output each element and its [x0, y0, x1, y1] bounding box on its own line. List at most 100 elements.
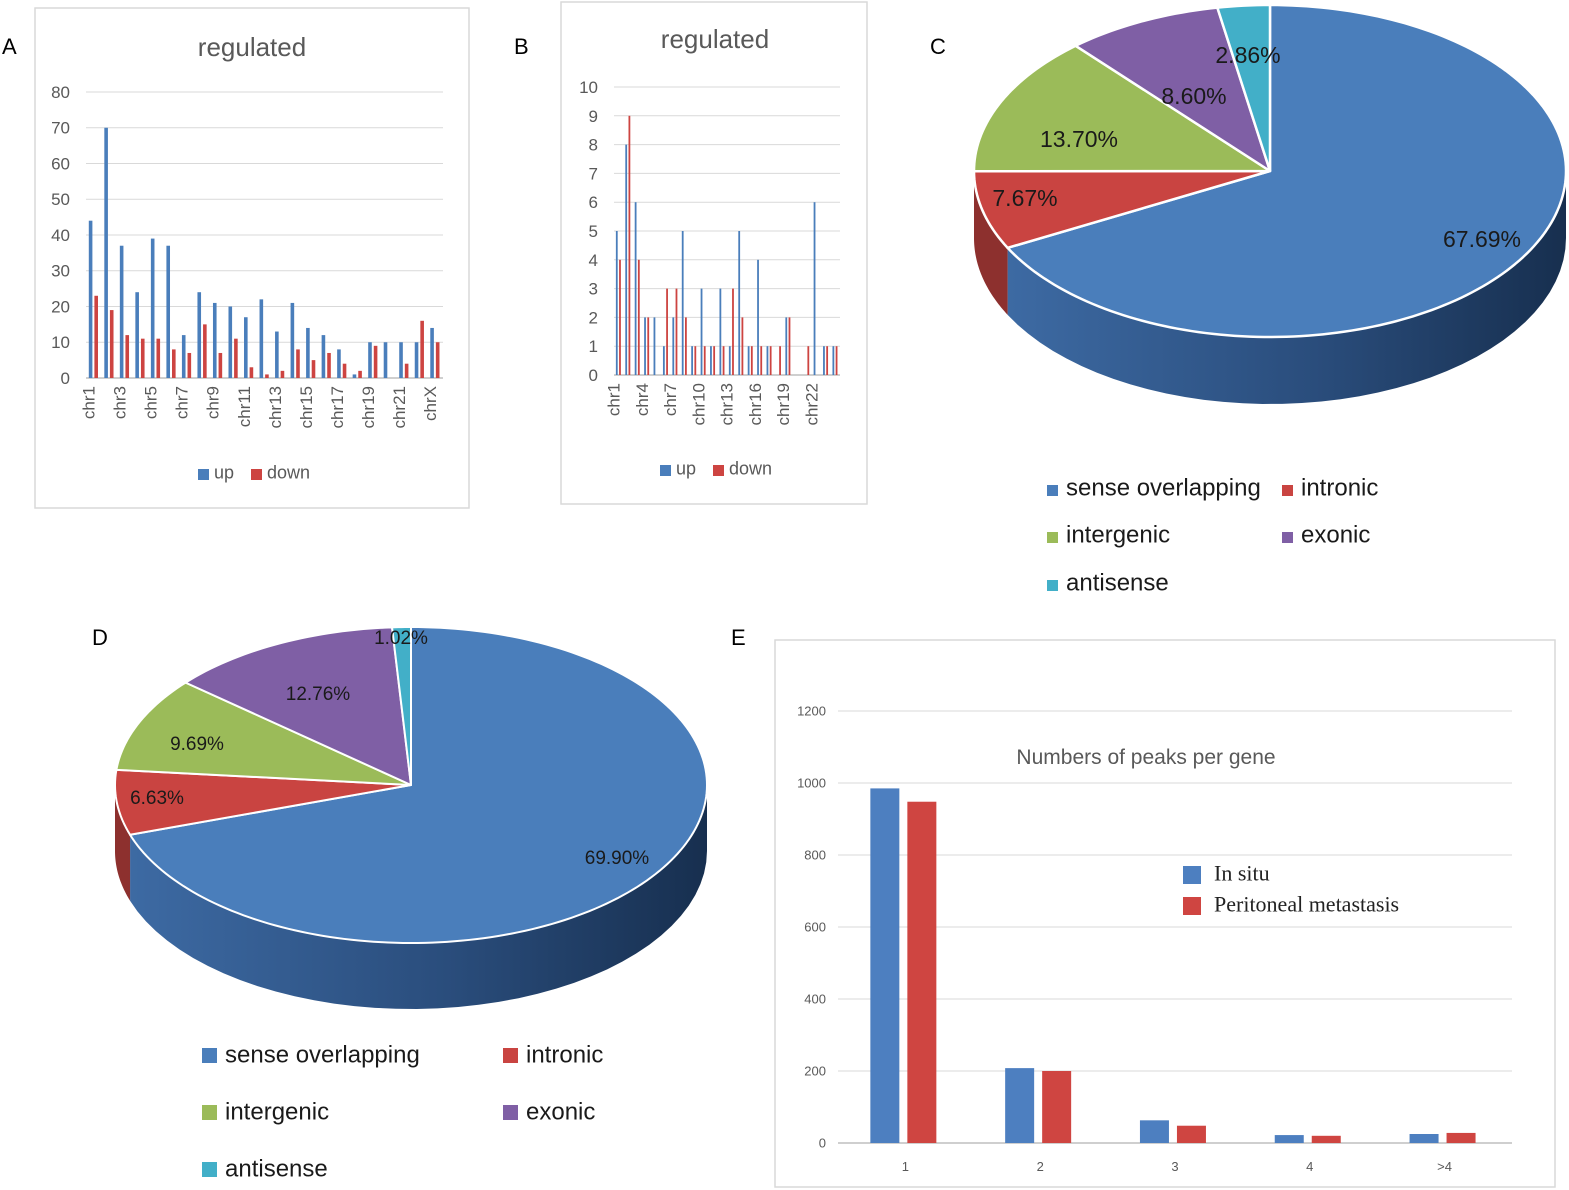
bar-up-chr1: [615, 231, 618, 375]
pie-slice-exonic: [184, 626, 412, 786]
x-tick-label: chr15: [297, 386, 316, 429]
bar-in-situ-4: [1409, 1134, 1439, 1143]
bar-down-chr4: [647, 317, 650, 375]
legend-label: In situ: [1214, 860, 1270, 885]
bar-down-chr19: [373, 345, 378, 378]
bar-down-chr17: [769, 346, 772, 375]
panel-letter-b: B: [514, 34, 529, 59]
bar-down-chr10: [234, 338, 238, 378]
x-tick-label: 4: [1306, 1159, 1313, 1174]
y-tick-label: 30: [51, 262, 70, 281]
bar-up-chr2: [104, 127, 108, 378]
bar-up-chr7: [672, 317, 675, 375]
chart-frame: [774, 639, 1556, 1188]
y-tick-label: 4: [589, 251, 598, 270]
pie-data-label: 69.90%: [585, 848, 650, 869]
bar-down-chr16: [760, 346, 763, 375]
bar-down-chr12: [722, 346, 725, 375]
bar-down-chr21: [404, 363, 409, 378]
legend-swatch-intergenic: [1047, 532, 1058, 543]
y-tick-label: 7: [589, 164, 598, 183]
bar-down-chr8: [685, 317, 687, 375]
x-tick-label: 1: [902, 1159, 909, 1174]
y-tick-label: 2: [589, 308, 598, 327]
legend-swatch-sense-overlapping: [202, 1048, 217, 1063]
bar-up-chr9: [691, 346, 694, 375]
bar-up-chr18: [352, 374, 357, 378]
legend-swatch-peritoneal-metastasis: [1183, 897, 1201, 915]
bar-down-chr9: [218, 352, 223, 378]
panel-letter-a: A: [2, 34, 17, 59]
bar-up-chr13: [275, 331, 279, 378]
x-tick-label: chr1: [80, 386, 99, 419]
y-tick-label: 20: [51, 297, 70, 316]
bar-up-chr12: [259, 299, 264, 378]
y-tick-label: 60: [51, 154, 70, 173]
y-tick-label: 3: [589, 280, 598, 299]
bar-peritoneal-metastasis-4: [1311, 1135, 1341, 1143]
legend-label: Peritoneal metastasis: [1214, 891, 1399, 916]
bar-down-chr14: [741, 317, 744, 375]
pie-slice-intergenic: [115, 681, 412, 786]
y-tick-label: 6: [589, 193, 598, 212]
bar-up-chr10: [700, 288, 703, 375]
bar-down-chr19: [788, 317, 791, 375]
bar-up-chr9: [212, 302, 217, 378]
pie-data-label: 8.60%: [1161, 83, 1226, 109]
bar-up-chr8: [197, 292, 202, 378]
bar-in-situ-4: [1274, 1135, 1304, 1143]
y-tick-label: 1200: [797, 704, 826, 719]
bar-up-chry: [832, 346, 835, 375]
x-tick-label: chr16: [746, 383, 765, 426]
bar-down-chrx: [435, 342, 440, 378]
y-tick-label: 400: [804, 992, 826, 1007]
legend-swatch-exonic: [1282, 532, 1293, 543]
bar-up-chr15: [747, 346, 750, 375]
y-tick-label: 0: [589, 366, 598, 385]
bar-up-chr4: [135, 292, 139, 378]
bar-up-chrx: [430, 327, 434, 378]
chart-d-pie: 69.90% 6.63% 9.69% 12.76% 1.02% sense overlap…: [114, 626, 708, 1182]
pie-slice-antisense: [391, 626, 412, 786]
bar-up-chr17: [766, 346, 769, 375]
y-tick-label: 0: [819, 1136, 826, 1151]
bar-peritoneal-metastasis-3: [1176, 1125, 1206, 1143]
chart-e-peaks-bar: 0 200 400 600 800 1000 1200 Numbers of peaks pe…: [774, 639, 1556, 1188]
pie-side-intronic: [974, 171, 1008, 315]
bar-up-chr14: [290, 302, 295, 378]
pie-data-label: 2.86%: [1215, 42, 1280, 68]
pie-data-label: 67.69%: [1443, 226, 1521, 252]
pie-data-label: 1.02%: [374, 628, 428, 649]
chart-title: regulated: [661, 24, 769, 54]
legend-label: up: [214, 462, 234, 482]
pie-data-label: 6.63%: [130, 788, 184, 809]
x-tick-label: 3: [1171, 1159, 1178, 1174]
bar-up-chr10: [228, 306, 233, 378]
legend-swatch-in-situ: [1183, 866, 1201, 884]
bar-up-chr13: [728, 346, 731, 375]
pie-slice-exonic: [1074, 6, 1272, 173]
pie-slice-sense-overlapping: [1006, 3, 1568, 339]
legend-swatch-sense-overlapping: [1047, 485, 1058, 496]
bar-up-chr17: [337, 349, 341, 378]
bar-down-chr13: [280, 370, 285, 378]
y-tick-label: 40: [51, 226, 70, 245]
bar-down-chr10: [703, 346, 706, 375]
legend-swatch-intronic: [1282, 485, 1293, 496]
legend-label: antisense: [1066, 569, 1169, 596]
x-tick-label: chr13: [266, 386, 285, 429]
bar-up-chr5: [150, 238, 155, 378]
bar-up-chr5: [653, 317, 656, 375]
legend-swatch-up: [660, 465, 671, 476]
bar-up-chr15: [306, 327, 310, 378]
chart-title: regulated: [198, 32, 306, 62]
bar-down-chr1: [94, 295, 98, 378]
legend-label: antisense: [225, 1155, 328, 1182]
x-tick-label: chr17: [328, 386, 347, 429]
y-tick-label: 50: [51, 190, 70, 209]
bar-up-chr16: [321, 335, 326, 378]
x-tick-label: 2: [1037, 1159, 1044, 1174]
bar-peritoneal-metastasis-4: [1446, 1132, 1476, 1143]
bar-down-chr2: [628, 115, 631, 376]
